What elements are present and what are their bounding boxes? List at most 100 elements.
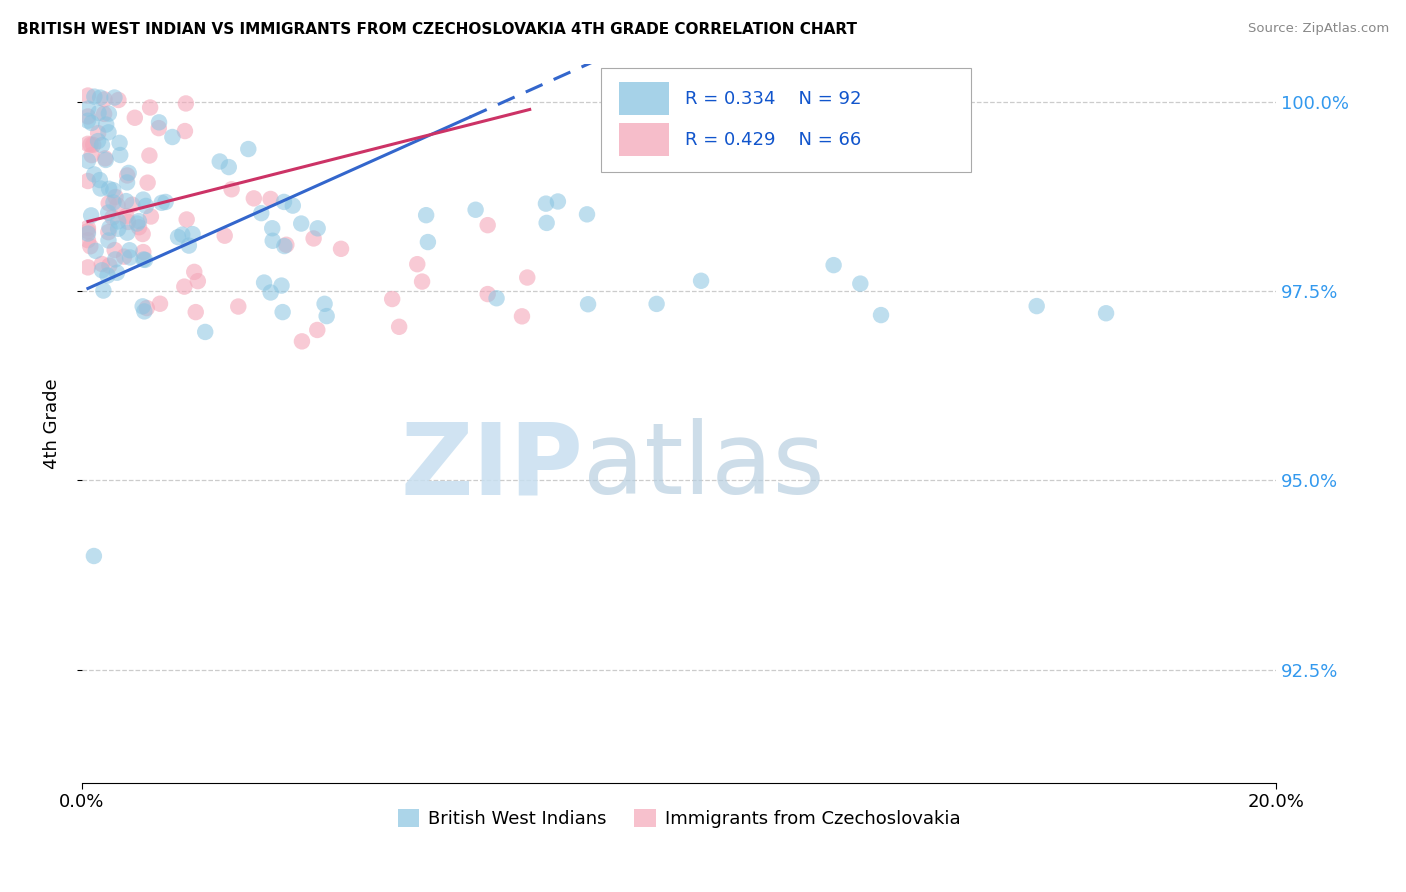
British West Indians bbox=[91, 263, 114, 277]
Immigrants from Czechoslovakia bbox=[77, 233, 100, 247]
British West Indians bbox=[127, 217, 149, 231]
British West Indians bbox=[115, 176, 138, 190]
British West Indians bbox=[270, 278, 292, 293]
British West Indians bbox=[823, 258, 845, 272]
British West Indians bbox=[262, 234, 284, 248]
Immigrants from Czechoslovakia bbox=[79, 239, 101, 253]
British West Indians bbox=[118, 251, 141, 265]
British West Indians bbox=[547, 194, 569, 209]
Immigrants from Czechoslovakia bbox=[477, 218, 499, 232]
British West Indians bbox=[273, 194, 295, 209]
British West Indians bbox=[167, 230, 190, 244]
Immigrants from Czechoslovakia bbox=[388, 319, 411, 334]
British West Indians bbox=[83, 89, 105, 103]
British West Indians bbox=[96, 118, 118, 132]
Immigrants from Czechoslovakia bbox=[477, 287, 499, 301]
Immigrants from Czechoslovakia bbox=[183, 265, 205, 279]
Immigrants from Czechoslovakia bbox=[98, 259, 121, 273]
British West Indians bbox=[134, 304, 156, 318]
Immigrants from Czechoslovakia bbox=[243, 191, 266, 205]
FancyBboxPatch shape bbox=[619, 82, 669, 115]
British West Indians bbox=[870, 308, 893, 322]
Immigrants from Czechoslovakia bbox=[121, 198, 143, 212]
Text: ZIP: ZIP bbox=[401, 418, 583, 516]
Immigrants from Czechoslovakia bbox=[115, 209, 138, 223]
British West Indians bbox=[290, 217, 312, 231]
Immigrants from Czechoslovakia bbox=[139, 210, 162, 224]
British West Indians bbox=[118, 166, 141, 180]
Immigrants from Czechoslovakia bbox=[174, 124, 197, 138]
British West Indians bbox=[98, 182, 121, 196]
British West Indians bbox=[162, 130, 184, 145]
Immigrants from Czechoslovakia bbox=[148, 121, 170, 136]
Immigrants from Czechoslovakia bbox=[104, 243, 127, 257]
Immigrants from Czechoslovakia bbox=[226, 300, 249, 314]
Text: R = 0.334    N = 92: R = 0.334 N = 92 bbox=[685, 89, 862, 108]
British West Indians bbox=[134, 252, 156, 267]
Immigrants from Czechoslovakia bbox=[221, 182, 243, 196]
British West Indians bbox=[250, 206, 273, 220]
British West Indians bbox=[97, 205, 120, 219]
Immigrants from Czechoslovakia bbox=[93, 92, 115, 106]
Immigrants from Czechoslovakia bbox=[93, 107, 115, 121]
British West Indians bbox=[262, 221, 284, 235]
Immigrants from Czechoslovakia bbox=[149, 297, 172, 311]
British West Indians bbox=[131, 299, 153, 313]
Immigrants from Czechoslovakia bbox=[97, 225, 120, 239]
British West Indians bbox=[104, 252, 127, 267]
Immigrants from Czechoslovakia bbox=[115, 169, 138, 183]
British West Indians bbox=[98, 220, 121, 235]
British West Indians bbox=[118, 244, 141, 258]
British West Indians bbox=[485, 291, 508, 305]
British West Indians bbox=[464, 202, 486, 217]
Immigrants from Czechoslovakia bbox=[77, 260, 100, 275]
Immigrants from Czechoslovakia bbox=[104, 190, 127, 204]
Immigrants from Czechoslovakia bbox=[135, 301, 157, 315]
Immigrants from Czechoslovakia bbox=[307, 323, 329, 337]
British West Indians bbox=[94, 153, 117, 167]
Immigrants from Czechoslovakia bbox=[173, 279, 195, 293]
British West Indians bbox=[172, 227, 194, 242]
British West Indians bbox=[281, 199, 304, 213]
Immigrants from Czechoslovakia bbox=[128, 220, 150, 235]
British West Indians bbox=[96, 268, 118, 283]
British West Indians bbox=[77, 102, 100, 116]
British West Indians bbox=[91, 138, 114, 153]
British West Indians bbox=[84, 244, 107, 258]
Immigrants from Czechoslovakia bbox=[94, 152, 117, 166]
British West Indians bbox=[536, 216, 558, 230]
British West Indians bbox=[849, 277, 872, 291]
British West Indians bbox=[132, 252, 155, 267]
British West Indians bbox=[1095, 306, 1118, 320]
British West Indians bbox=[314, 297, 336, 311]
British West Indians bbox=[416, 235, 439, 249]
Immigrants from Czechoslovakia bbox=[516, 270, 538, 285]
Immigrants from Czechoslovakia bbox=[80, 148, 103, 162]
Immigrants from Czechoslovakia bbox=[117, 215, 139, 229]
Immigrants from Czechoslovakia bbox=[138, 148, 160, 162]
British West Indians bbox=[80, 208, 103, 222]
Text: R = 0.429    N = 66: R = 0.429 N = 66 bbox=[685, 130, 862, 149]
British West Indians bbox=[218, 160, 240, 174]
British West Indians bbox=[89, 173, 111, 187]
Immigrants from Czechoslovakia bbox=[302, 231, 325, 245]
British West Indians bbox=[97, 125, 120, 139]
British West Indians bbox=[93, 284, 115, 298]
Immigrants from Czechoslovakia bbox=[90, 257, 112, 271]
British West Indians bbox=[148, 115, 170, 129]
British West Indians bbox=[77, 153, 100, 168]
Immigrants from Czechoslovakia bbox=[77, 110, 100, 124]
British West Indians bbox=[132, 193, 155, 207]
Immigrants from Czechoslovakia bbox=[77, 224, 100, 238]
Immigrants from Czechoslovakia bbox=[77, 221, 100, 235]
Immigrants from Czechoslovakia bbox=[107, 198, 129, 212]
Immigrants from Czechoslovakia bbox=[107, 93, 129, 107]
Y-axis label: 4th Grade: 4th Grade bbox=[44, 378, 60, 469]
Immigrants from Czechoslovakia bbox=[259, 192, 281, 206]
British West Indians bbox=[690, 274, 713, 288]
Immigrants from Czechoslovakia bbox=[136, 176, 159, 190]
Immigrants from Czechoslovakia bbox=[131, 227, 153, 241]
British West Indians bbox=[415, 208, 437, 222]
British West Indians bbox=[107, 221, 129, 235]
British West Indians bbox=[110, 148, 132, 162]
